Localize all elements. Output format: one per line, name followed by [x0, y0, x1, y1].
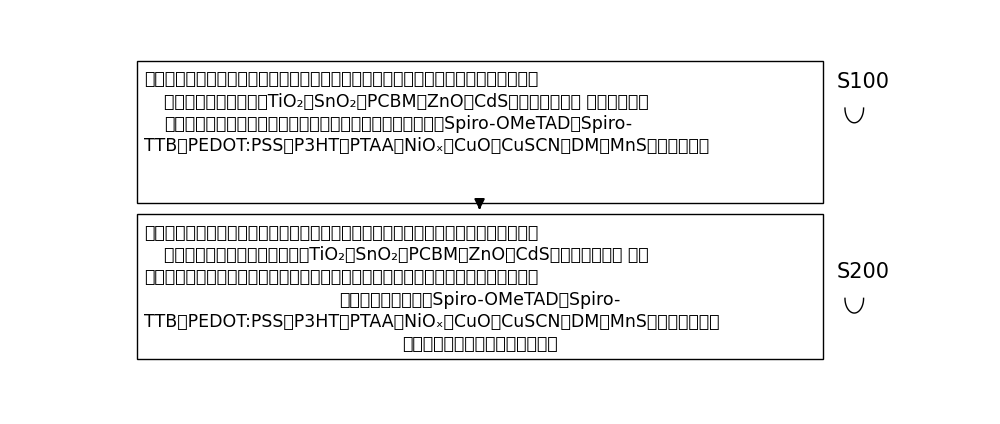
Text: S200: S200: [836, 262, 889, 282]
Text: S100: S100: [836, 72, 889, 92]
Text: 在第一电荷传输层上制备第二电荷传输层，其中，若顶部电荷传输层为电子传输层时，: 在第一电荷传输层上制备第二电荷传输层，其中，若顶部电荷传输层为电子传输层时，: [144, 224, 539, 242]
Text: 在钙钓矿活性层上制备第一电荷传输层，若顶部电荷传输层为电子传输层时，第一电荷: 在钙钓矿活性层上制备第一电荷传输层，若顶部电荷传输层为电子传输层时，第一电荷: [144, 70, 539, 89]
Text: 传输层的材料至少包括TiO₂、SnO₂、PCBM、ZnO、CdS中的任意一种， 或者，若顶部: 传输层的材料至少包括TiO₂、SnO₂、PCBM、ZnO、CdS中的任意一种， …: [164, 93, 648, 111]
Text: 电荷传输层为空穴传输层时，第一电荷传输层的材料至少包括Spiro-OMeTAD、Spiro-: 电荷传输层为空穴传输层时，第一电荷传输层的材料至少包括Spiro-OMeTAD、…: [164, 115, 632, 133]
Text: 不同于第一电荷传输层的材料；或者，若顶部电荷传输层为空穴传输层时，第二电荷传: 不同于第一电荷传输层的材料；或者，若顶部电荷传输层为空穴传输层时，第二电荷传: [144, 268, 539, 286]
Text: TTB、PEDOT:PSS、P3HT、PTAA、NiOₓ、CuO、CuSCN、DM、MnS中的任意一种: TTB、PEDOT:PSS、P3HT、PTAA、NiOₓ、CuO、CuSCN、D…: [144, 137, 710, 155]
FancyBboxPatch shape: [137, 214, 822, 360]
Text: 并且不同于第一电荷传输层的材料: 并且不同于第一电荷传输层的材料: [402, 335, 557, 353]
Text: TTB、PEDOT:PSS、P3HT、PTAA、NiOₓ、CuO、CuSCN、DM、MnS中的任意一种，: TTB、PEDOT:PSS、P3HT、PTAA、NiOₓ、CuO、CuSCN、D…: [144, 313, 720, 331]
Text: 输层的材料至少包括Spiro-OMeTAD、Spiro-: 输层的材料至少包括Spiro-OMeTAD、Spiro-: [339, 290, 620, 309]
Text: 第二电荷传输层的材料至少包括TiO₂、SnO₂、PCBM、ZnO、CdS中的任意一种， 并且: 第二电荷传输层的材料至少包括TiO₂、SnO₂、PCBM、ZnO、CdS中的任意…: [164, 246, 648, 264]
FancyBboxPatch shape: [137, 61, 822, 203]
